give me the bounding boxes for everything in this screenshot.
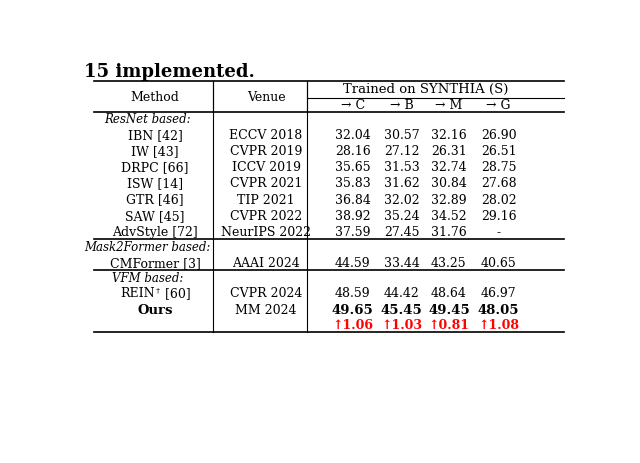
Text: 37.59: 37.59 bbox=[335, 225, 371, 238]
Text: 32.02: 32.02 bbox=[384, 193, 419, 206]
Text: ↑0.81: ↑0.81 bbox=[428, 319, 469, 332]
Text: IW [43]: IW [43] bbox=[131, 145, 179, 158]
Text: Mask2Former based:: Mask2Former based: bbox=[84, 241, 211, 254]
Text: SAW [45]: SAW [45] bbox=[125, 209, 185, 222]
Text: 28.75: 28.75 bbox=[481, 161, 516, 174]
Text: 44.59: 44.59 bbox=[335, 256, 371, 269]
Text: 49.65: 49.65 bbox=[332, 303, 374, 316]
Text: -: - bbox=[497, 225, 500, 238]
Text: NeurIPS 2022: NeurIPS 2022 bbox=[221, 225, 311, 238]
Text: †: † bbox=[156, 286, 160, 294]
Text: 34.52: 34.52 bbox=[431, 209, 467, 222]
Text: 33.44: 33.44 bbox=[384, 256, 420, 269]
Text: Trained on SYNTHIA (S): Trained on SYNTHIA (S) bbox=[343, 83, 508, 96]
Text: TIP 2021: TIP 2021 bbox=[237, 193, 295, 206]
Text: 28.02: 28.02 bbox=[481, 193, 516, 206]
Text: CMFormer [3]: CMFormer [3] bbox=[109, 256, 200, 269]
Text: 35.83: 35.83 bbox=[335, 177, 371, 190]
Text: 29.16: 29.16 bbox=[481, 209, 516, 222]
Text: 30.84: 30.84 bbox=[431, 177, 467, 190]
Text: 26.31: 26.31 bbox=[431, 145, 467, 158]
Text: 38.92: 38.92 bbox=[335, 209, 371, 222]
Text: Method: Method bbox=[131, 91, 180, 104]
Text: 28.16: 28.16 bbox=[335, 145, 371, 158]
Text: 48.64: 48.64 bbox=[431, 287, 467, 300]
Text: → M: → M bbox=[435, 99, 463, 112]
Text: REIN: REIN bbox=[120, 287, 155, 300]
Text: Venue: Venue bbox=[246, 91, 285, 104]
Text: 48.59: 48.59 bbox=[335, 287, 371, 300]
Text: AdvStyle [72]: AdvStyle [72] bbox=[112, 225, 198, 238]
Text: 31.76: 31.76 bbox=[431, 225, 467, 238]
Text: MM 2024: MM 2024 bbox=[236, 303, 297, 316]
Text: → B: → B bbox=[390, 99, 413, 112]
Text: 26.51: 26.51 bbox=[481, 145, 516, 158]
Text: 15 implemented.: 15 implemented. bbox=[84, 63, 255, 81]
Text: CVPR 2019: CVPR 2019 bbox=[230, 145, 302, 158]
Text: VFM based:: VFM based: bbox=[112, 271, 183, 284]
Text: CVPR 2022: CVPR 2022 bbox=[230, 209, 302, 222]
Text: ISW [14]: ISW [14] bbox=[127, 177, 183, 190]
Text: 45.45: 45.45 bbox=[381, 303, 422, 316]
Text: DRPC [66]: DRPC [66] bbox=[122, 161, 189, 174]
Text: 32.74: 32.74 bbox=[431, 161, 467, 174]
Text: 31.53: 31.53 bbox=[384, 161, 419, 174]
Text: 26.90: 26.90 bbox=[481, 129, 516, 142]
Text: 32.04: 32.04 bbox=[335, 129, 371, 142]
Text: 44.42: 44.42 bbox=[384, 287, 419, 300]
Text: → G: → G bbox=[486, 99, 511, 112]
Text: 46.97: 46.97 bbox=[481, 287, 516, 300]
Text: AAAI 2024: AAAI 2024 bbox=[232, 256, 300, 269]
Text: GTR [46]: GTR [46] bbox=[126, 193, 184, 206]
Text: 27.12: 27.12 bbox=[384, 145, 419, 158]
Text: 32.89: 32.89 bbox=[431, 193, 467, 206]
Text: 49.45: 49.45 bbox=[428, 303, 470, 316]
Text: IBN [42]: IBN [42] bbox=[128, 129, 182, 142]
Text: 35.24: 35.24 bbox=[384, 209, 419, 222]
Text: ResNet based:: ResNet based: bbox=[104, 113, 191, 126]
Text: ↑1.03: ↑1.03 bbox=[381, 319, 422, 332]
Text: 40.65: 40.65 bbox=[481, 256, 516, 269]
Text: 27.68: 27.68 bbox=[481, 177, 516, 190]
Text: 36.84: 36.84 bbox=[335, 193, 371, 206]
Text: ICCV 2019: ICCV 2019 bbox=[232, 161, 301, 174]
Text: Ours: Ours bbox=[138, 303, 173, 316]
Text: ↑1.08: ↑1.08 bbox=[478, 319, 519, 332]
Text: 32.16: 32.16 bbox=[431, 129, 467, 142]
Text: 48.05: 48.05 bbox=[477, 303, 519, 316]
Text: ↑1.06: ↑1.06 bbox=[332, 319, 373, 332]
Text: 30.57: 30.57 bbox=[384, 129, 419, 142]
Text: CVPR 2024: CVPR 2024 bbox=[230, 287, 302, 300]
Text: → C: → C bbox=[340, 99, 365, 112]
Text: [60]: [60] bbox=[161, 287, 191, 300]
Text: ECCV 2018: ECCV 2018 bbox=[229, 129, 303, 142]
Text: 27.45: 27.45 bbox=[384, 225, 419, 238]
Text: 31.62: 31.62 bbox=[384, 177, 419, 190]
Text: 35.65: 35.65 bbox=[335, 161, 371, 174]
Text: CVPR 2021: CVPR 2021 bbox=[230, 177, 302, 190]
Text: 43.25: 43.25 bbox=[431, 256, 467, 269]
